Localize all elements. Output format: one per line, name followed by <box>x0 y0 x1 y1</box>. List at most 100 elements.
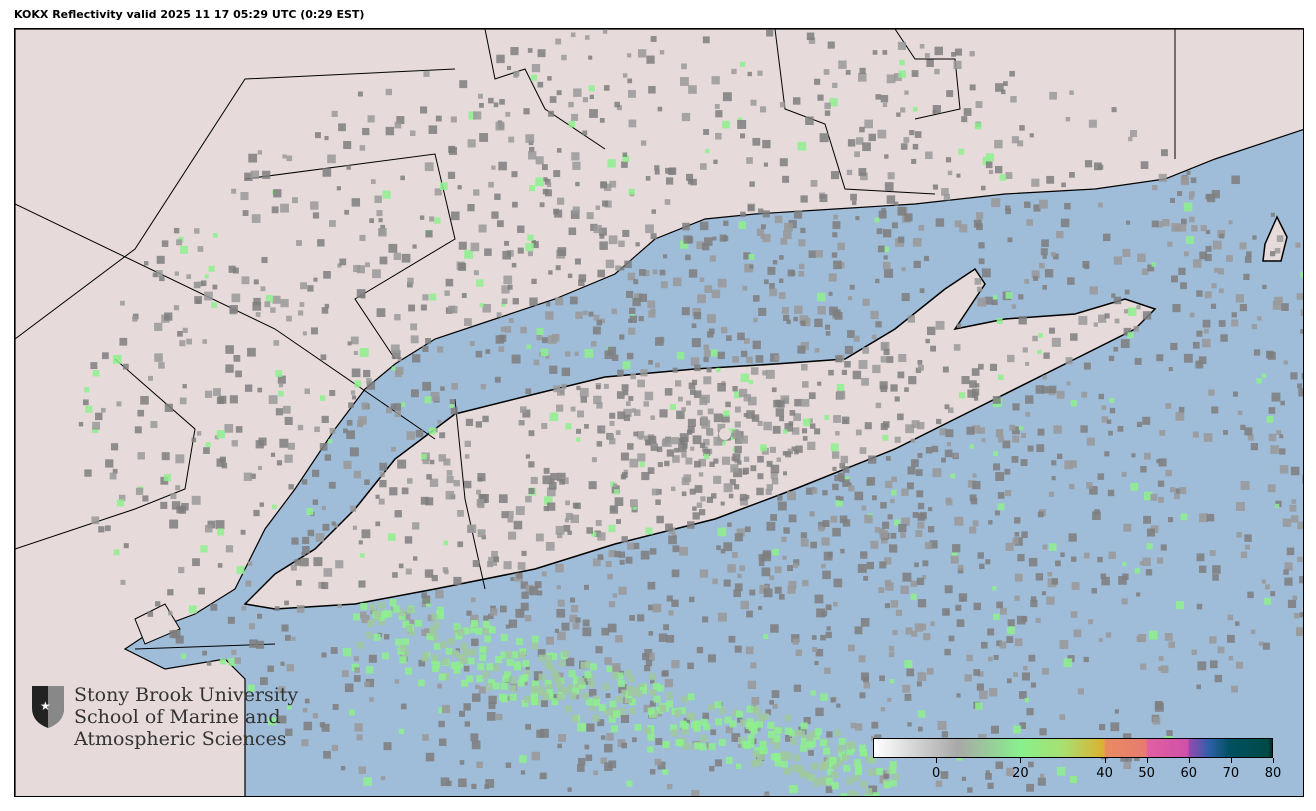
echo-cell <box>1284 577 1293 586</box>
echo-cell <box>996 317 1003 324</box>
echo-cell <box>971 368 980 376</box>
echo-cell <box>919 43 925 49</box>
echo-cell <box>537 49 546 58</box>
echo-cell <box>180 653 187 659</box>
echo-cell <box>997 374 1004 381</box>
echo-cell <box>897 206 907 216</box>
echo-cell <box>513 70 520 77</box>
echo-cell <box>951 51 956 57</box>
echo-cell <box>1018 691 1027 699</box>
echo-cell <box>637 431 645 439</box>
echo-cell <box>561 477 569 485</box>
echo-cell <box>678 707 686 715</box>
echo-cell <box>589 109 598 118</box>
echo-cell <box>683 717 690 724</box>
echo-cell <box>1189 312 1195 318</box>
echo-cell <box>747 680 757 690</box>
echo-cell <box>1017 553 1025 562</box>
echo-cell <box>714 104 720 109</box>
echo-cell <box>1175 601 1185 610</box>
echo-cell <box>977 552 984 559</box>
echo-cell <box>135 487 144 496</box>
echo-cell <box>284 634 291 641</box>
echo-cell <box>900 532 906 539</box>
echo-cell <box>1244 427 1253 436</box>
echo-cell <box>608 433 614 440</box>
echo-cell <box>1158 173 1167 182</box>
echo-cell <box>1280 400 1285 406</box>
echo-cell <box>485 349 491 354</box>
echo-cell <box>440 777 450 787</box>
echo-cell <box>545 354 550 359</box>
radar-map[interactable] <box>14 28 1304 797</box>
echo-cell <box>860 618 870 627</box>
echo-cell <box>535 533 544 542</box>
echo-cell <box>1025 411 1031 417</box>
echo-cell <box>322 523 330 531</box>
echo-cell <box>555 680 563 688</box>
echo-cell <box>500 651 508 659</box>
echo-cell <box>488 695 497 705</box>
echo-cell <box>626 352 634 360</box>
echo-cell <box>758 307 767 316</box>
echo-cell <box>615 265 621 271</box>
echo-cell <box>800 737 808 745</box>
echo-cell <box>692 435 702 445</box>
echo-cell <box>1121 471 1127 477</box>
echo-cell <box>475 627 483 635</box>
echo-cell <box>932 468 942 478</box>
echo-cell <box>352 525 358 530</box>
echo-cell <box>780 760 788 768</box>
echo-cell <box>505 651 513 659</box>
echo-cell <box>969 526 977 534</box>
echo-cell <box>475 421 483 428</box>
echo-cell <box>581 692 589 700</box>
echo-cell <box>233 354 241 362</box>
echo-cell <box>225 364 234 373</box>
echo-cell <box>545 636 555 645</box>
echo-cell <box>213 388 221 396</box>
echo-cell <box>1244 544 1250 550</box>
echo-cell <box>1104 313 1110 319</box>
echo-cell <box>847 139 856 147</box>
echo-cell <box>732 453 741 462</box>
echo-cell <box>717 278 727 288</box>
echo-cell <box>506 658 514 666</box>
echo-cell <box>953 60 962 70</box>
echo-cell <box>464 318 472 326</box>
echo-cell <box>886 195 896 204</box>
echo-cell <box>84 387 90 393</box>
echo-cell <box>858 655 866 663</box>
echo-cell <box>203 447 210 454</box>
echo-cell <box>714 701 722 709</box>
echo-cell <box>509 693 517 701</box>
colorbar-tick <box>1273 758 1274 763</box>
echo-cell <box>101 352 109 360</box>
echo-cell <box>508 136 515 143</box>
echo-cell <box>652 605 660 613</box>
echo-cell <box>609 437 616 445</box>
echo-cell <box>1021 432 1027 438</box>
echo-cell <box>656 684 664 692</box>
echo-cell <box>152 272 158 278</box>
echo-cell <box>755 355 764 363</box>
echo-cell <box>1210 303 1217 309</box>
echo-cell <box>625 401 631 407</box>
echo-cell <box>941 457 946 463</box>
echo-cell <box>1005 292 1013 299</box>
echo-cell <box>843 764 851 772</box>
echo-cell <box>188 605 197 614</box>
echo-cell <box>847 790 855 796</box>
echo-cell <box>864 422 872 430</box>
echo-cell <box>387 533 396 541</box>
echo-cell <box>1014 638 1023 647</box>
echo-cell <box>1064 202 1071 210</box>
echo-cell <box>997 492 1005 499</box>
echo-cell <box>535 177 545 187</box>
echo-cell <box>557 197 565 205</box>
echo-cell <box>985 770 990 775</box>
echo-cell <box>717 423 726 432</box>
echo-cell <box>947 170 953 176</box>
echo-cell <box>759 106 767 113</box>
echo-cell <box>1122 733 1132 742</box>
